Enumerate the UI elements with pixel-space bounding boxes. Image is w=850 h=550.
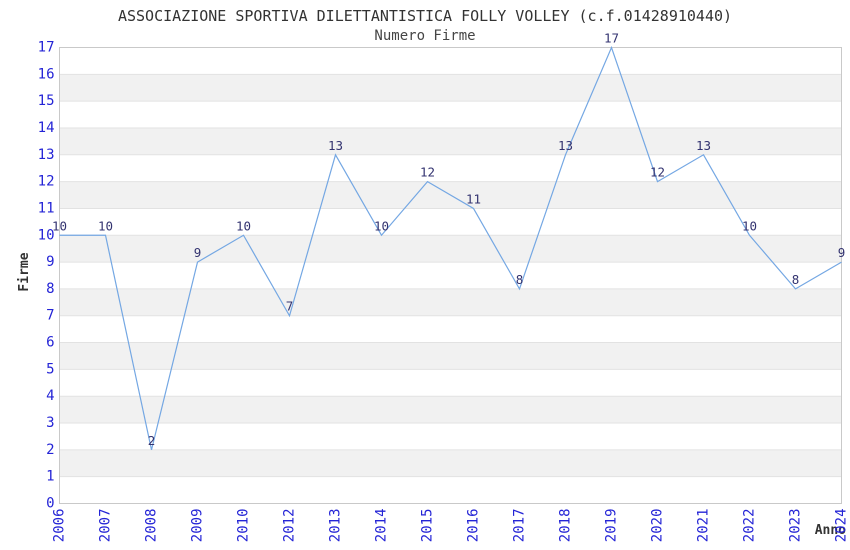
data-label: 10 bbox=[742, 218, 757, 233]
chart-title: ASSOCIAZIONE SPORTIVA DILETTANTISTICA FO… bbox=[117, 7, 733, 25]
plot-band bbox=[59, 342, 842, 370]
y-tick-label: 14 bbox=[38, 120, 55, 136]
y-tick-label: 12 bbox=[38, 174, 55, 190]
x-tick-label: 2007 bbox=[98, 509, 114, 543]
data-label: 10 bbox=[52, 218, 67, 233]
data-label: 17 bbox=[604, 31, 619, 46]
y-tick-label: 16 bbox=[38, 66, 55, 82]
x-tick-label: 2022 bbox=[742, 509, 758, 543]
data-line bbox=[59, 45, 842, 450]
y-tick-label: 8 bbox=[46, 281, 54, 297]
y-tick-label: 1 bbox=[46, 469, 54, 485]
x-tick-label: 2021 bbox=[696, 509, 712, 543]
data-label: 2 bbox=[148, 433, 156, 448]
data-label: 8 bbox=[516, 272, 524, 287]
x-tick-label: 2017 bbox=[512, 509, 528, 543]
x-tick-label: 2008 bbox=[144, 509, 160, 543]
data-label: 12 bbox=[420, 165, 435, 180]
y-tick-label: 7 bbox=[46, 308, 54, 324]
y-tick-label: 10 bbox=[38, 227, 55, 243]
x-tick-label: 2024 bbox=[834, 509, 850, 543]
data-label: 11 bbox=[466, 191, 481, 206]
x-tick-label: 2014 bbox=[374, 509, 390, 543]
data-label: 9 bbox=[838, 245, 846, 260]
x-tick-label: 2015 bbox=[420, 509, 436, 543]
y-tick-label: 15 bbox=[38, 93, 55, 109]
x-tick-label: 2023 bbox=[788, 509, 804, 543]
plot-band bbox=[59, 235, 842, 263]
y-tick-label: 9 bbox=[46, 254, 54, 270]
data-label: 10 bbox=[98, 218, 113, 233]
data-label: 12 bbox=[650, 165, 665, 180]
y-tick-label: 17 bbox=[38, 40, 55, 56]
y-tick-label: 0 bbox=[46, 496, 54, 512]
data-label: 9 bbox=[194, 245, 202, 260]
x-tick-label: 2010 bbox=[236, 509, 252, 543]
y-tick-label: 4 bbox=[46, 388, 54, 404]
plot-band bbox=[59, 288, 842, 316]
y-tick-label: 6 bbox=[46, 335, 54, 351]
plot-band bbox=[59, 449, 842, 477]
y-tick-label: 13 bbox=[38, 147, 55, 163]
x-tick-label: 2013 bbox=[328, 509, 344, 543]
chart-subtitle: Numero Firme bbox=[374, 28, 476, 44]
x-tick-label: 2006 bbox=[52, 509, 68, 543]
x-tick-label: 2018 bbox=[558, 509, 574, 543]
data-label: 13 bbox=[328, 138, 343, 153]
plot-band bbox=[59, 74, 842, 102]
x-tick-label: 2020 bbox=[650, 509, 666, 543]
x-tick-label: 2016 bbox=[466, 509, 482, 543]
x-axis-title: Anno bbox=[814, 523, 846, 538]
y-tick-label: 5 bbox=[46, 361, 54, 377]
data-label: 8 bbox=[792, 272, 800, 287]
x-tick-label: 2012 bbox=[282, 509, 298, 543]
data-label: 13 bbox=[558, 138, 573, 153]
y-tick-label: 2 bbox=[46, 442, 54, 458]
x-tick-label: 2009 bbox=[190, 509, 206, 543]
data-label: 10 bbox=[374, 218, 389, 233]
plot-border bbox=[59, 47, 842, 504]
plot-band bbox=[59, 127, 842, 155]
data-label: 10 bbox=[236, 218, 251, 233]
data-label: 13 bbox=[696, 138, 711, 153]
x-tick-label: 2019 bbox=[604, 509, 620, 543]
plot-band bbox=[59, 396, 842, 424]
y-tick-label: 3 bbox=[46, 415, 54, 431]
data-label: 7 bbox=[286, 299, 294, 314]
y-tick-label: 11 bbox=[38, 200, 55, 216]
